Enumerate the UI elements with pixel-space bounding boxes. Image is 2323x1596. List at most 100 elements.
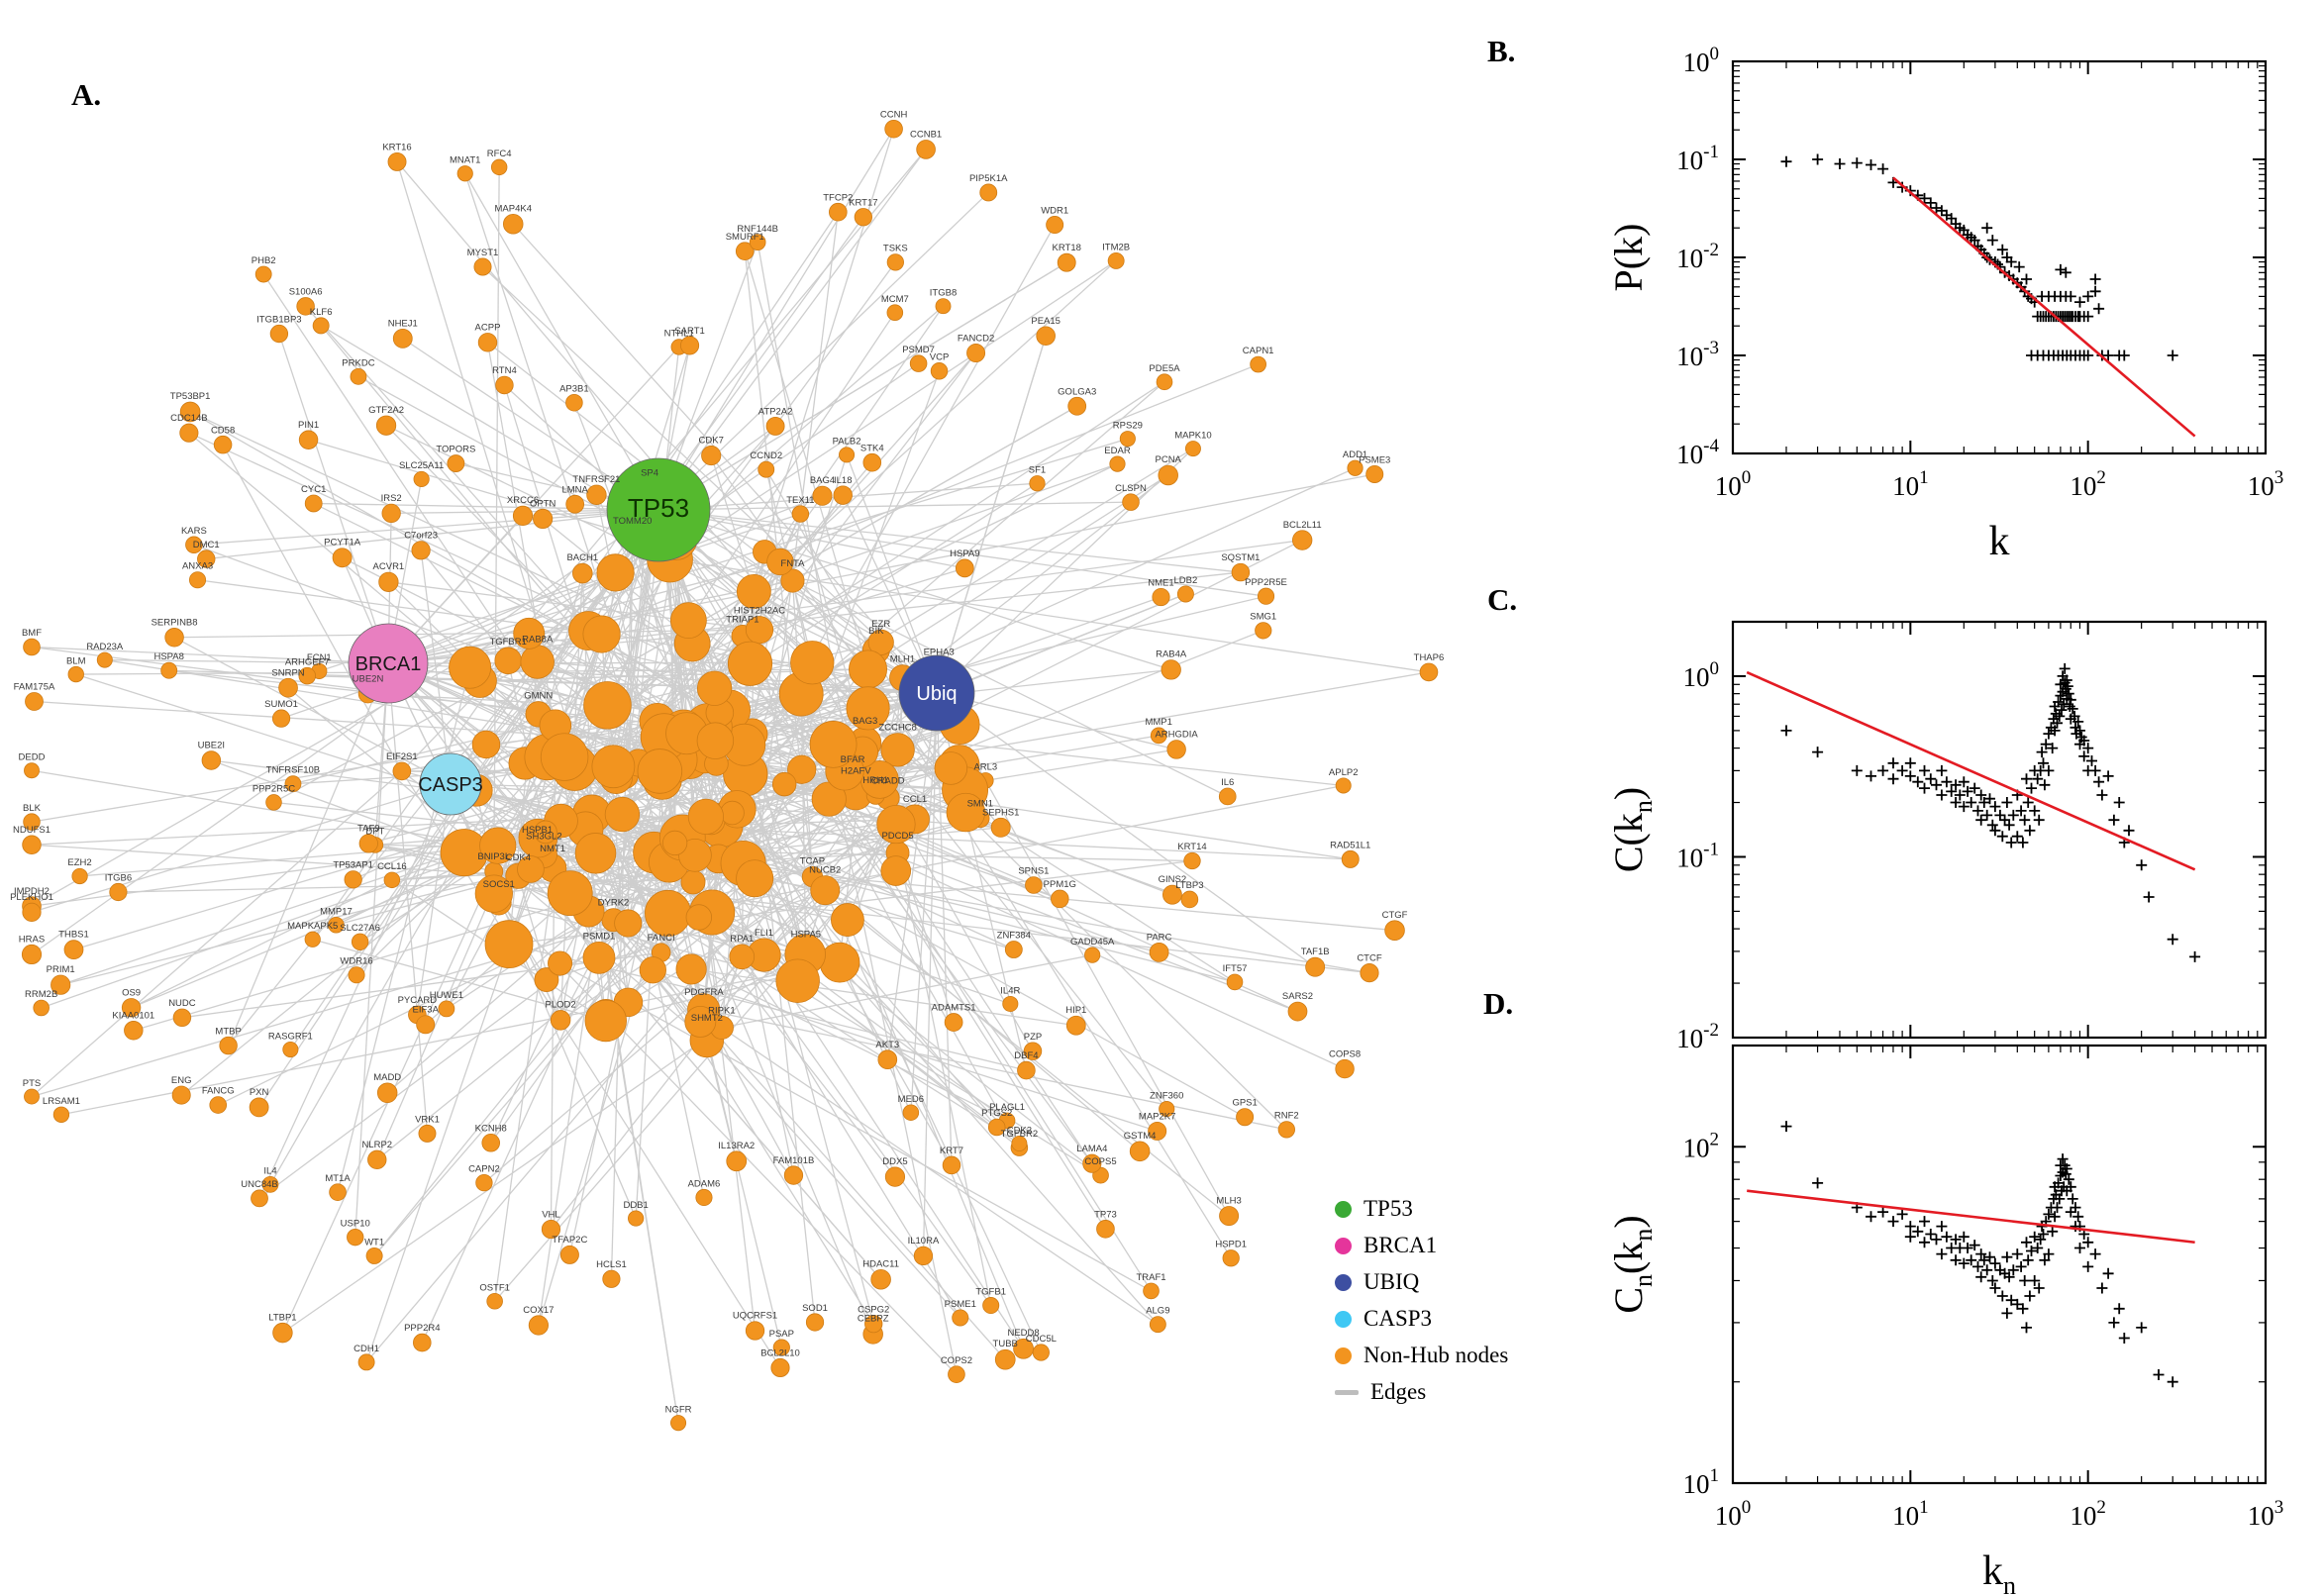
svg-text:GADD45A: GADD45A xyxy=(1070,937,1115,948)
svg-text:IL13RA2: IL13RA2 xyxy=(718,1141,755,1151)
svg-text:HUWE1: HUWE1 xyxy=(430,990,463,1001)
svg-text:NMT1: NMT1 xyxy=(540,844,565,854)
svg-text:C7orf23: C7orf23 xyxy=(404,531,438,542)
x-axis-label: k xyxy=(1989,519,2010,564)
svg-text:GPS1: GPS1 xyxy=(1232,1098,1257,1109)
svg-text:PIP5K1A: PIP5K1A xyxy=(969,173,1008,184)
panel-label-a: A. xyxy=(71,77,102,112)
tick-label: 102 xyxy=(2070,1497,2106,1531)
svg-text:GTF2A2: GTF2A2 xyxy=(368,405,404,416)
svg-text:TUBB: TUBB xyxy=(993,1339,1018,1349)
tick-label: 102 xyxy=(1683,1129,1720,1162)
svg-text:GOLGA3: GOLGA3 xyxy=(1058,386,1096,397)
svg-text:CCND2: CCND2 xyxy=(750,450,782,461)
svg-text:IRS2: IRS2 xyxy=(381,493,402,504)
svg-text:IL18: IL18 xyxy=(834,475,853,486)
svg-text:PSAP: PSAP xyxy=(769,1329,794,1340)
svg-text:HSPA9: HSPA9 xyxy=(950,549,979,559)
svg-text:NME1: NME1 xyxy=(1148,577,1173,588)
svg-text:RAB8A: RAB8A xyxy=(522,635,554,646)
svg-text:IFT57: IFT57 xyxy=(1223,963,1248,974)
svg-text:RAD51L1: RAD51L1 xyxy=(1330,840,1370,850)
svg-text:BCL2L11: BCL2L11 xyxy=(1283,520,1322,531)
svg-text:COPS2: COPS2 xyxy=(941,1355,972,1366)
svg-text:THAP6: THAP6 xyxy=(1414,652,1445,663)
svg-text:HDAC11: HDAC11 xyxy=(862,1258,899,1269)
svg-text:KCNH8: KCNH8 xyxy=(475,1123,507,1134)
svg-text:DEDD: DEDD xyxy=(19,752,46,763)
svg-text:TGFBR1: TGFBR1 xyxy=(489,637,526,648)
svg-text:ARHGEF7: ARHGEF7 xyxy=(285,656,330,667)
tick-label: 10-1 xyxy=(1676,839,1719,872)
svg-text:CYC1: CYC1 xyxy=(301,484,326,495)
fit-line xyxy=(1892,176,2196,438)
svg-text:MAPK10: MAPK10 xyxy=(1174,431,1212,442)
plot-frame xyxy=(1731,59,2268,455)
svg-text:BAG4: BAG4 xyxy=(810,475,835,486)
panel-label-d: D. xyxy=(1483,986,1514,1021)
svg-text:CSPG2: CSPG2 xyxy=(858,1304,889,1315)
legend-label: TP53 xyxy=(1364,1196,1413,1221)
edge-line-icon xyxy=(1335,1389,1359,1395)
plots: 100 101 102 10310010-110-210-310-4P(k)k1001… xyxy=(1606,44,2284,1596)
hub-label-brca1: BRCA1 xyxy=(355,653,422,675)
svg-text:UQCRFS1: UQCRFS1 xyxy=(733,1311,777,1322)
svg-text:PEA15: PEA15 xyxy=(1031,316,1060,327)
tick-label: 100 xyxy=(1715,1497,1752,1531)
svg-text:RPA1: RPA1 xyxy=(730,934,754,945)
hub-label-ubiq: Ubiq xyxy=(916,683,957,705)
svg-text:SLC25A11: SLC25A11 xyxy=(399,460,444,471)
svg-text:ATP2A2: ATP2A2 xyxy=(758,406,793,417)
svg-text:KLF6: KLF6 xyxy=(310,307,333,318)
svg-text:ZCCHC8: ZCCHC8 xyxy=(878,723,917,734)
svg-text:PALB2: PALB2 xyxy=(833,437,861,448)
svg-text:LTBP1: LTBP1 xyxy=(268,1312,296,1323)
svg-text:DMC1: DMC1 xyxy=(193,540,220,550)
y-axis-label: P(k) xyxy=(1606,224,1651,292)
tick-label: 10-2 xyxy=(1676,240,1719,273)
svg-text:ANXA3: ANXA3 xyxy=(182,561,213,572)
svg-text:PSMD1: PSMD1 xyxy=(583,931,616,942)
svg-text:BFAR: BFAR xyxy=(841,754,865,765)
svg-text:HSPA5: HSPA5 xyxy=(791,929,821,940)
svg-text:EPHA3: EPHA3 xyxy=(924,647,955,657)
nonhub-dot-icon xyxy=(1335,1347,1352,1364)
svg-text:BLK: BLK xyxy=(23,803,42,814)
svg-text:SMURF1: SMURF1 xyxy=(726,232,764,243)
svg-text:TP53BP1: TP53BP1 xyxy=(170,391,211,402)
svg-text:CCL16: CCL16 xyxy=(377,861,407,872)
svg-text:SP4: SP4 xyxy=(641,468,658,479)
legend-item-nonhub: Non-Hub nodes xyxy=(1335,1343,1508,1368)
scatter-points xyxy=(1780,153,2178,361)
svg-text:BAG3: BAG3 xyxy=(853,716,877,727)
svg-text:SQSTM1: SQSTM1 xyxy=(1221,552,1260,563)
svg-text:HSPA8: HSPA8 xyxy=(153,651,183,662)
svg-text:SOD1: SOD1 xyxy=(802,1303,828,1314)
svg-text:RTN4: RTN4 xyxy=(492,365,517,376)
svg-text:CCL1: CCL1 xyxy=(903,794,927,805)
svg-text:APLP2: APLP2 xyxy=(1329,767,1359,778)
svg-text:EZH2: EZH2 xyxy=(67,857,91,868)
svg-text:CTGF: CTGF xyxy=(1382,910,1408,921)
svg-text:EIF3A: EIF3A xyxy=(413,1005,440,1016)
svg-text:ITM2B: ITM2B xyxy=(1102,242,1130,252)
svg-text:KRT18: KRT18 xyxy=(1053,243,1081,253)
svg-text:KARS: KARS xyxy=(181,526,207,537)
svg-text:UBE2I: UBE2I xyxy=(198,741,225,751)
svg-text:TOPORS: TOPORS xyxy=(436,445,475,455)
svg-text:FAM175A: FAM175A xyxy=(14,682,55,693)
svg-text:PSME3: PSME3 xyxy=(1359,454,1390,465)
svg-text:SERPINB8: SERPINB8 xyxy=(152,617,198,628)
svg-text:LDB2: LDB2 xyxy=(1174,575,1198,586)
svg-text:MLH1: MLH1 xyxy=(890,654,915,665)
svg-text:CAPN1: CAPN1 xyxy=(1243,346,1274,356)
tick-label: 100 xyxy=(1683,44,1720,77)
svg-text:UNC84B: UNC84B xyxy=(241,1179,278,1190)
svg-text:BACH1: BACH1 xyxy=(566,552,598,563)
svg-text:NDUFS1: NDUFS1 xyxy=(13,825,50,836)
tick-label: 103 xyxy=(2248,1497,2284,1531)
svg-text:PTS: PTS xyxy=(23,1078,41,1089)
svg-text:PSME1: PSME1 xyxy=(945,1299,976,1310)
svg-text:PLEKHO1: PLEKHO1 xyxy=(10,892,53,903)
svg-text:SMG1: SMG1 xyxy=(1250,612,1276,623)
